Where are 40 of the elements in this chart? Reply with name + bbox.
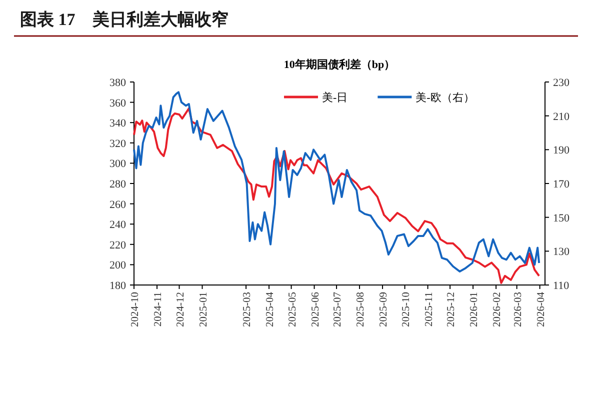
x-tick-label: 2025-06 [310,292,322,327]
y-tick-label: 340 [110,118,126,130]
y2-tick-label: 150 [553,212,570,224]
x-tick-label: 2025-05 [287,292,298,327]
x-tick-label: 2026-02 [492,292,504,327]
y-tick-label: 260 [110,198,126,211]
x-tick-label: 2026-03 [512,292,524,327]
y2-tick-label: 170 [553,178,570,190]
x-tick-label: 2026-04 [536,291,547,327]
x-tick-label: 2025-12 [446,292,458,327]
y2-tick-label: 210 [553,110,570,123]
y-tick-label: 200 [110,260,126,272]
y-tick-label: 380 [110,77,126,89]
x-tick-label: 2025-07 [332,292,344,327]
y-tick-label: 220 [110,239,126,252]
x-tick-label: 2025-10 [400,292,412,327]
x-tick-label: 2025-04 [265,291,276,327]
y2-tick-label: 110 [553,280,570,292]
x-tick-label: 2025-11 [424,292,435,327]
y-tick-label: 320 [110,138,126,150]
y-tick-label: 180 [110,280,126,292]
x-tick-label: 2025-09 [378,292,390,327]
y2-tick-label: 190 [553,144,570,157]
y2-tick-label: 130 [553,246,570,258]
chart-title: 图表 17 美日利差大幅收窄 [20,10,228,29]
y2-tick-label: 230 [553,77,570,89]
y-tick-label: 280 [110,178,126,190]
x-tick-label: 2025-08 [356,292,367,327]
x-tick-label: 2026-01 [469,292,480,327]
y-tick-label: 300 [110,158,126,170]
x-tick-label: 2025-03 [242,292,254,327]
y-tick-label: 240 [110,219,126,232]
x-tick-label: 2024-10 [130,292,141,327]
legend-label: 美-日 [322,91,348,104]
x-tick-label: 2024-11 [153,292,164,327]
x-tick-label: 2024-12 [175,292,186,327]
chart-subtitle: 10年期国债利差（bp） [284,58,396,71]
x-tick-label: 2025-01 [198,292,210,327]
legend-label: 美-欧（右） [416,91,474,104]
y-tick-label: 360 [110,97,126,110]
